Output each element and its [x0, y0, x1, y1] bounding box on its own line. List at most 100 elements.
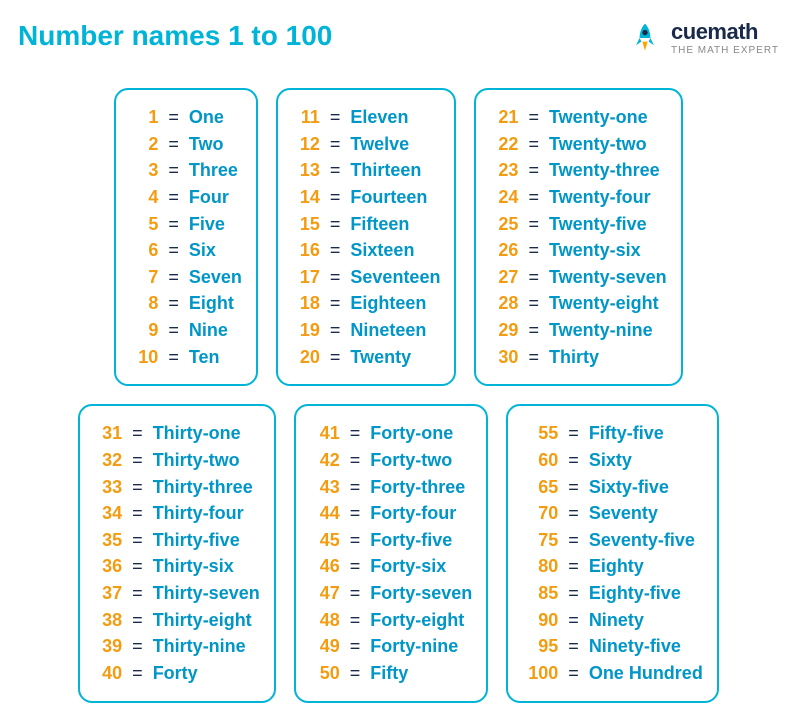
number-word: Forty-five — [370, 527, 452, 554]
number-word: Thirty-three — [153, 474, 253, 501]
number-word: Four — [189, 184, 229, 211]
equals-sign: = — [132, 420, 143, 447]
equals-sign: = — [568, 660, 579, 687]
number-value: 4 — [130, 184, 158, 211]
number-value: 27 — [490, 264, 518, 291]
number-entry: 8=Eight — [130, 290, 242, 317]
equals-sign: = — [350, 500, 361, 527]
number-box-3: 21=Twenty-one22=Twenty-two23=Twenty-thre… — [474, 88, 682, 386]
number-word: Forty-nine — [370, 633, 458, 660]
number-word: Thirty-one — [153, 420, 241, 447]
equals-sign: = — [330, 290, 341, 317]
number-value: 8 — [130, 290, 158, 317]
number-value: 18 — [292, 290, 320, 317]
number-value: 38 — [94, 607, 122, 634]
number-entry: 31=Thirty-one — [94, 420, 260, 447]
number-value: 3 — [130, 157, 158, 184]
number-value: 13 — [292, 157, 320, 184]
number-value: 100 — [522, 660, 558, 687]
number-word: Thirty — [549, 344, 599, 371]
number-box-4: 31=Thirty-one32=Thirty-two33=Thirty-thre… — [78, 404, 276, 702]
equals-sign: = — [168, 237, 179, 264]
number-value: 24 — [490, 184, 518, 211]
equals-sign: = — [132, 607, 143, 634]
number-value: 6 — [130, 237, 158, 264]
number-value: 16 — [292, 237, 320, 264]
number-word: One — [189, 104, 224, 131]
number-word: Eighty-five — [589, 580, 681, 607]
number-box-5: 41=Forty-one42=Forty-two43=Forty-three44… — [294, 404, 489, 702]
number-word: Six — [189, 237, 216, 264]
equals-sign: = — [330, 131, 341, 158]
equals-sign: = — [132, 580, 143, 607]
grid-row-2: 31=Thirty-one32=Thirty-two33=Thirty-thre… — [78, 404, 719, 702]
number-value: 26 — [490, 237, 518, 264]
number-entry: 85=Eighty-five — [522, 580, 703, 607]
equals-sign: = — [132, 553, 143, 580]
number-entry: 1=One — [130, 104, 242, 131]
number-value: 42 — [310, 447, 340, 474]
equals-sign: = — [568, 580, 579, 607]
number-entry: 44=Forty-four — [310, 500, 473, 527]
brand-logo: cuemath THE MATH EXPERT — [627, 20, 779, 56]
logo-name: cuemath — [671, 20, 779, 44]
equals-sign: = — [350, 527, 361, 554]
number-value: 33 — [94, 474, 122, 501]
number-word: Twenty-one — [549, 104, 648, 131]
number-entry: 29=Twenty-nine — [490, 317, 666, 344]
page-title: Number names 1 to 100 — [18, 20, 332, 52]
number-word: Thirty-seven — [153, 580, 260, 607]
number-value: 43 — [310, 474, 340, 501]
header: Number names 1 to 100 cuemath THE MATH E… — [18, 20, 779, 56]
number-value: 80 — [522, 553, 558, 580]
number-word: Eighteen — [350, 290, 426, 317]
number-entry: 90=Ninety — [522, 607, 703, 634]
equals-sign: = — [350, 447, 361, 474]
number-word: Nineteen — [350, 317, 426, 344]
number-value: 48 — [310, 607, 340, 634]
number-word: Seven — [189, 264, 242, 291]
number-word: Fifty — [370, 660, 408, 687]
number-value: 22 — [490, 131, 518, 158]
number-value: 2 — [130, 131, 158, 158]
number-entry: 95=Ninety-five — [522, 633, 703, 660]
number-word: Twenty-four — [549, 184, 651, 211]
equals-sign: = — [132, 660, 143, 687]
equals-sign: = — [350, 474, 361, 501]
equals-sign: = — [528, 157, 539, 184]
number-value: 40 — [94, 660, 122, 687]
number-word: Seventeen — [350, 264, 440, 291]
number-entry: 13=Thirteen — [292, 157, 441, 184]
equals-sign: = — [330, 317, 341, 344]
number-value: 1 — [130, 104, 158, 131]
number-entry: 6 = Six — [130, 237, 242, 264]
number-word: Two — [189, 131, 224, 158]
number-word: Twelve — [350, 131, 409, 158]
number-entry: 43=Forty-three — [310, 474, 473, 501]
equals-sign: = — [330, 211, 341, 238]
equals-sign: = — [350, 553, 361, 580]
number-entry: 50=Fifty — [310, 660, 473, 687]
number-value: 60 — [522, 447, 558, 474]
number-entry: 37=Thirty-seven — [94, 580, 260, 607]
equals-sign: = — [350, 660, 361, 687]
equals-sign: = — [132, 527, 143, 554]
number-entry: 20=Twenty — [292, 344, 441, 371]
number-entry: 14=Fourteen — [292, 184, 441, 211]
equals-sign: = — [330, 237, 341, 264]
equals-sign: = — [568, 500, 579, 527]
number-entry: 34=Thirty-four — [94, 500, 260, 527]
number-word: Nine — [189, 317, 228, 344]
number-entry: 28=Twenty-eight — [490, 290, 666, 317]
number-entry: 16=Sixteen — [292, 237, 441, 264]
equals-sign: = — [568, 553, 579, 580]
number-word: Forty-six — [370, 553, 446, 580]
equals-sign: = — [330, 264, 341, 291]
number-entry: 75=Seventy-five — [522, 527, 703, 554]
number-entry: 42=Forty-two — [310, 447, 473, 474]
equals-sign: = — [168, 131, 179, 158]
equals-sign: = — [528, 237, 539, 264]
number-word: Ninety — [589, 607, 644, 634]
number-value: 20 — [292, 344, 320, 371]
number-value: 5 — [130, 211, 158, 238]
